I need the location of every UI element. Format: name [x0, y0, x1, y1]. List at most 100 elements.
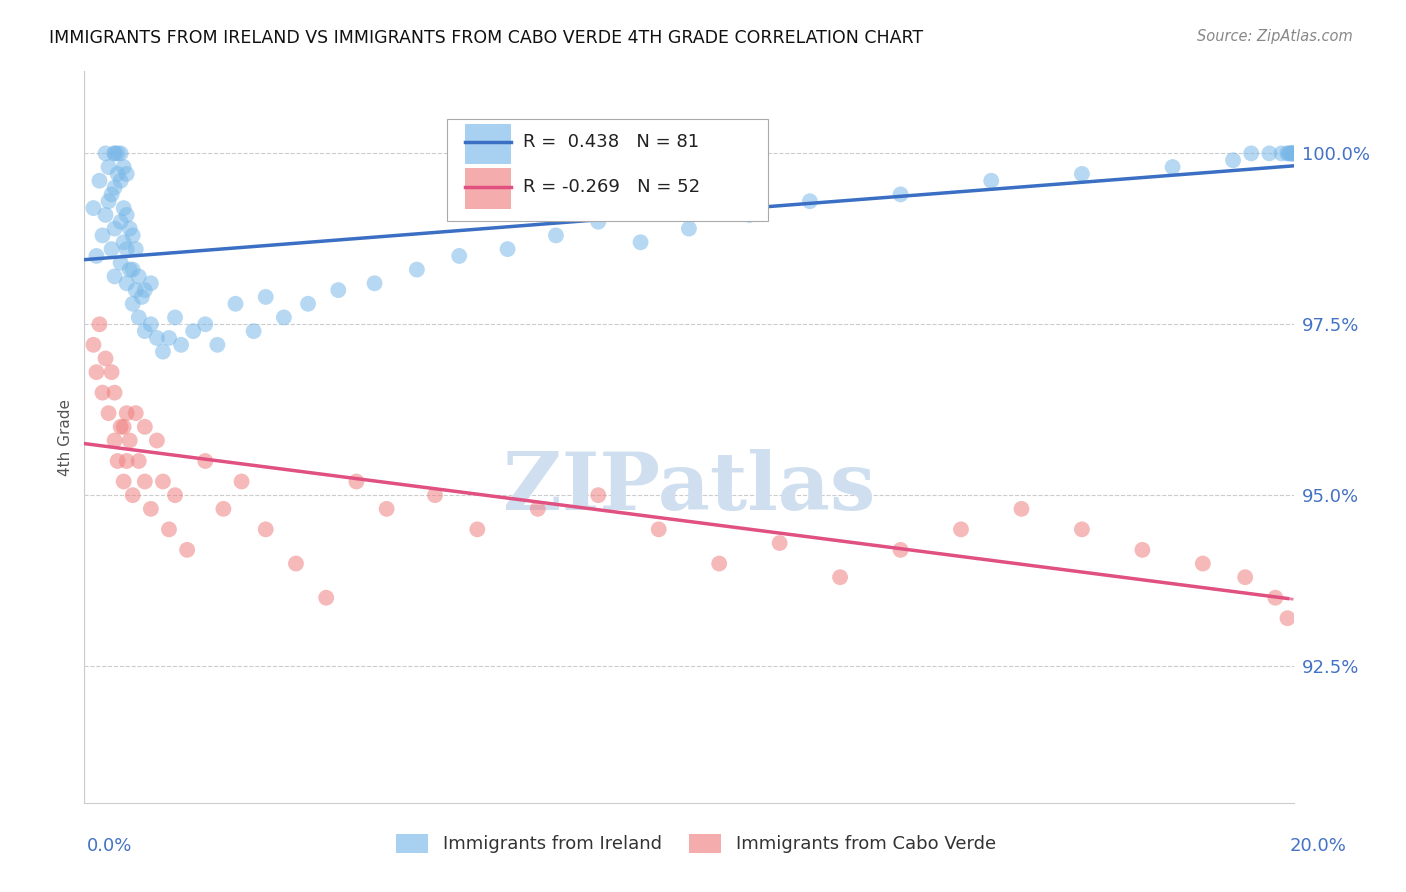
Point — [128, 310, 150, 325]
Point — [97, 406, 120, 420]
Point — [254, 290, 277, 304]
Point — [1278, 146, 1301, 161]
Point — [100, 242, 122, 256]
Point — [121, 297, 143, 311]
Point — [194, 318, 217, 332]
Point — [738, 208, 761, 222]
Point — [86, 365, 108, 379]
Text: ZIPatlas: ZIPatlas — [503, 450, 875, 527]
Point — [152, 475, 174, 489]
Point — [799, 194, 821, 209]
Point — [134, 420, 156, 434]
Point — [1234, 570, 1257, 584]
Point — [115, 208, 138, 222]
Point — [544, 228, 567, 243]
Point — [1282, 146, 1305, 161]
Point — [285, 557, 308, 571]
Point — [139, 318, 162, 332]
Point — [830, 570, 852, 584]
Point — [94, 351, 117, 366]
Point — [112, 475, 135, 489]
Point — [375, 501, 398, 516]
Point — [181, 324, 204, 338]
Y-axis label: 4th Grade: 4th Grade — [58, 399, 73, 475]
Text: IMMIGRANTS FROM IRELAND VS IMMIGRANTS FROM CABO VERDE 4TH GRADE CORRELATION CHAR: IMMIGRANTS FROM IRELAND VS IMMIGRANTS FR… — [49, 29, 924, 46]
Point — [110, 420, 132, 434]
Point — [1258, 146, 1281, 161]
Point — [125, 406, 148, 420]
Point — [207, 338, 229, 352]
Point — [115, 167, 138, 181]
Point — [297, 297, 319, 311]
Point — [1071, 167, 1094, 181]
Point — [212, 501, 235, 516]
Point — [125, 283, 148, 297]
Point — [225, 297, 247, 311]
Text: 0.0%: 0.0% — [87, 837, 132, 855]
Point — [104, 146, 127, 161]
Point — [328, 283, 350, 297]
Point — [104, 146, 127, 161]
Point — [128, 454, 150, 468]
Point — [146, 434, 169, 448]
FancyBboxPatch shape — [465, 169, 512, 209]
Point — [107, 167, 129, 181]
Point — [91, 385, 114, 400]
Point — [100, 187, 122, 202]
Point — [980, 174, 1002, 188]
FancyBboxPatch shape — [465, 124, 512, 164]
Point — [231, 475, 253, 489]
Point — [112, 235, 135, 250]
Point — [97, 160, 120, 174]
Point — [115, 277, 138, 291]
Point — [118, 262, 141, 277]
Point — [97, 194, 120, 209]
Point — [346, 475, 368, 489]
Point — [104, 385, 127, 400]
Point — [121, 488, 143, 502]
Point — [110, 174, 132, 188]
Point — [104, 221, 127, 235]
Point — [630, 235, 652, 250]
Point — [115, 454, 138, 468]
Point — [467, 522, 489, 536]
Point — [94, 208, 117, 222]
Text: R =  0.438   N = 81: R = 0.438 N = 81 — [523, 133, 699, 151]
Point — [170, 338, 193, 352]
Point — [121, 262, 143, 277]
Point — [118, 434, 141, 448]
Point — [1281, 146, 1303, 161]
Point — [648, 522, 671, 536]
Point — [139, 277, 162, 291]
Point — [449, 249, 471, 263]
Point — [1277, 146, 1299, 161]
Point — [588, 215, 610, 229]
Point — [165, 488, 187, 502]
Point — [89, 318, 111, 332]
Point — [118, 221, 141, 235]
Point — [1222, 153, 1244, 168]
Point — [110, 256, 132, 270]
Legend: Immigrants from Ireland, Immigrants from Cabo Verde: Immigrants from Ireland, Immigrants from… — [388, 827, 1004, 861]
Point — [134, 475, 156, 489]
Point — [1277, 611, 1299, 625]
Text: 20.0%: 20.0% — [1291, 837, 1347, 855]
Point — [363, 277, 385, 291]
Point — [104, 434, 127, 448]
Point — [134, 324, 156, 338]
Point — [134, 283, 156, 297]
Point — [890, 187, 912, 202]
Point — [110, 146, 132, 161]
Point — [769, 536, 792, 550]
Point — [1071, 522, 1094, 536]
Point — [100, 365, 122, 379]
Point — [1011, 501, 1033, 516]
Point — [176, 542, 198, 557]
Point — [1132, 542, 1154, 557]
Point — [1282, 146, 1305, 161]
Point — [146, 331, 169, 345]
Point — [588, 488, 610, 502]
Point — [315, 591, 337, 605]
Point — [496, 242, 519, 256]
Point — [112, 201, 135, 215]
